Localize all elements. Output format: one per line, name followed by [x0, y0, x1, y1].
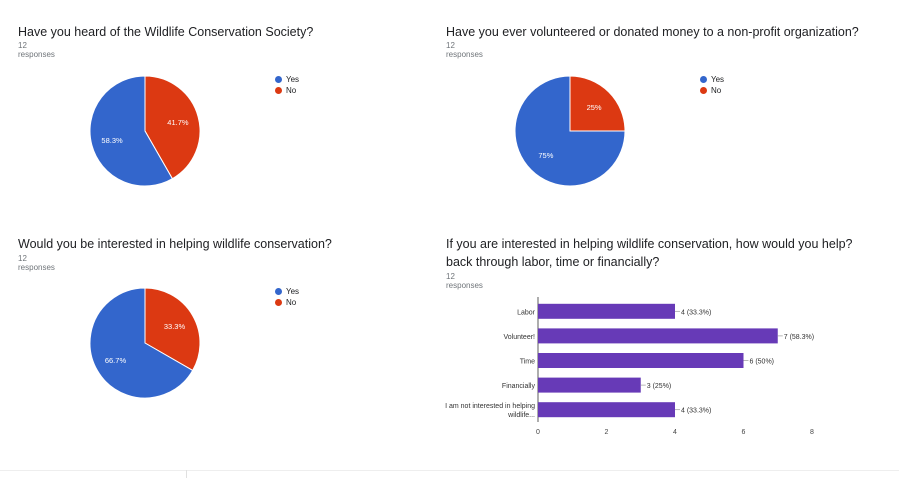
legend-swatch-yes — [275, 76, 282, 83]
legend-label-yes: Yes — [286, 75, 300, 84]
chart-4-responses: 12 responses — [446, 272, 483, 290]
bar — [538, 377, 641, 393]
pie-slice-label-yes: 58.3% — [101, 136, 123, 145]
data-label: 7 (58.3%) — [784, 334, 814, 341]
legend-swatch-yes — [275, 288, 282, 295]
chart-3-title: Would you be interested in helping wildl… — [18, 237, 332, 251]
pie-slice-label-yes: 75% — [538, 151, 553, 160]
chart-2-title: Have you ever volunteered or donated mon… — [446, 25, 859, 39]
category-label: Labor — [517, 309, 536, 316]
x-tick-label: 4 — [673, 429, 677, 436]
chart-4-title-line-2: back through labor, time or financially? — [446, 255, 660, 269]
pie-slice-yes — [89, 75, 174, 187]
data-label: 4 (33.3%) — [681, 309, 711, 316]
legend-label-yes: Yes — [711, 75, 725, 84]
data-label: 6 (50%) — [750, 359, 775, 366]
pie-slice-yes — [89, 287, 194, 399]
pie-slice-label-no: 25% — [587, 103, 602, 112]
data-label: 3 (25%) — [647, 383, 672, 390]
chart-2-legend: Yes No — [700, 74, 724, 96]
pie-slice-no — [569, 75, 626, 132]
bar — [538, 328, 778, 344]
legend-swatch-no — [700, 87, 707, 94]
legend-item-no: No — [275, 85, 299, 96]
legend-swatch-no — [275, 299, 282, 306]
pie-slice-label-no: 33.3% — [164, 322, 186, 331]
chart-1-title: Have you heard of the Wildlife Conservat… — [18, 25, 314, 39]
chart-1-responses: 12 responses — [18, 41, 55, 59]
legend-item-yes: Yes — [700, 74, 724, 85]
category-label: Time — [520, 359, 535, 366]
legend-item-yes: Yes — [275, 74, 299, 85]
pie-slice-yes — [514, 75, 626, 187]
chart-2-responses: 12 responses — [446, 41, 483, 59]
footer-divider — [0, 470, 899, 471]
bar — [538, 353, 744, 368]
bar — [538, 303, 675, 319]
legend-label-no: No — [711, 86, 722, 95]
chart-3-responses: 12 responses — [18, 254, 55, 272]
footer-separator — [186, 470, 187, 478]
legend-label-no: No — [286, 86, 297, 95]
x-tick-label: 0 — [536, 429, 540, 436]
bar — [538, 402, 675, 418]
legend-swatch-no — [275, 87, 282, 94]
x-tick-label: 8 — [810, 429, 814, 436]
category-label: Volunteer! — [503, 334, 535, 341]
pie-slice-label-yes: 66.7% — [105, 356, 127, 365]
category-label: wildlife... — [507, 412, 535, 419]
pie-slice-label-no: 41.7% — [167, 118, 189, 127]
legend-item-yes: Yes — [275, 286, 299, 297]
category-label: Financially — [502, 383, 536, 390]
legend-item-no: No — [275, 297, 299, 308]
data-label: 4 (33.3%) — [681, 408, 711, 415]
chart-3-legend: Yes No — [275, 286, 299, 308]
x-tick-label: 6 — [742, 429, 746, 436]
legend-label-yes: Yes — [286, 287, 300, 296]
category-label: I am not interested in helping — [445, 403, 535, 410]
x-tick-label: 2 — [605, 429, 609, 436]
pie-slice-no — [144, 287, 201, 372]
chart-4-title: If you are interested in helping wildlif… — [446, 237, 853, 251]
legend-swatch-yes — [700, 76, 707, 83]
chart-1-legend: Yes No — [275, 74, 299, 96]
pie-slice-no — [144, 75, 201, 180]
legend-item-no: No — [700, 85, 724, 96]
legend-label-no: No — [286, 298, 297, 307]
